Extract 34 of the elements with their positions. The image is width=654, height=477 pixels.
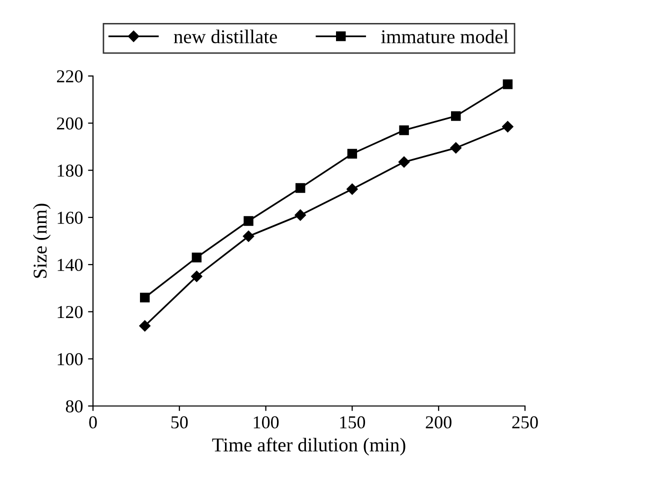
x-tick-label: 100 xyxy=(254,416,279,428)
x-tick-label: 250 xyxy=(512,416,538,428)
x-tick-label: 150 xyxy=(340,416,366,428)
x-axis-title: Time after dilution (min) xyxy=(212,438,406,456)
point xyxy=(450,142,462,154)
point xyxy=(191,270,202,282)
legend-label: new distillate xyxy=(174,30,278,44)
point xyxy=(502,79,513,90)
point xyxy=(502,121,514,132)
point xyxy=(347,148,358,159)
point xyxy=(140,292,150,302)
point xyxy=(451,111,461,121)
y-tick-label: 220 xyxy=(56,70,83,82)
point xyxy=(139,320,150,332)
point xyxy=(398,156,410,168)
point xyxy=(346,184,358,195)
y-tick-label: 140 xyxy=(58,258,83,272)
point xyxy=(242,230,254,242)
x-tick-label: 50 xyxy=(171,416,188,428)
y-tick-label: 100 xyxy=(58,353,83,366)
point xyxy=(296,183,306,193)
legend-label: immature model xyxy=(381,30,508,44)
y-tick-label: 80 xyxy=(66,400,83,412)
x-tick-label: 0 xyxy=(89,416,97,428)
y-tick-label: 200 xyxy=(56,117,83,130)
point xyxy=(192,252,202,262)
point xyxy=(294,209,306,221)
point xyxy=(244,216,254,226)
y-tick-label: 160 xyxy=(58,212,83,224)
y-tick-label: 180 xyxy=(58,164,83,177)
x-tick-label: 200 xyxy=(426,416,452,428)
point xyxy=(399,125,409,136)
y-tick-label: 120 xyxy=(58,306,83,318)
y-axis-title: Size (nm) xyxy=(33,204,51,278)
